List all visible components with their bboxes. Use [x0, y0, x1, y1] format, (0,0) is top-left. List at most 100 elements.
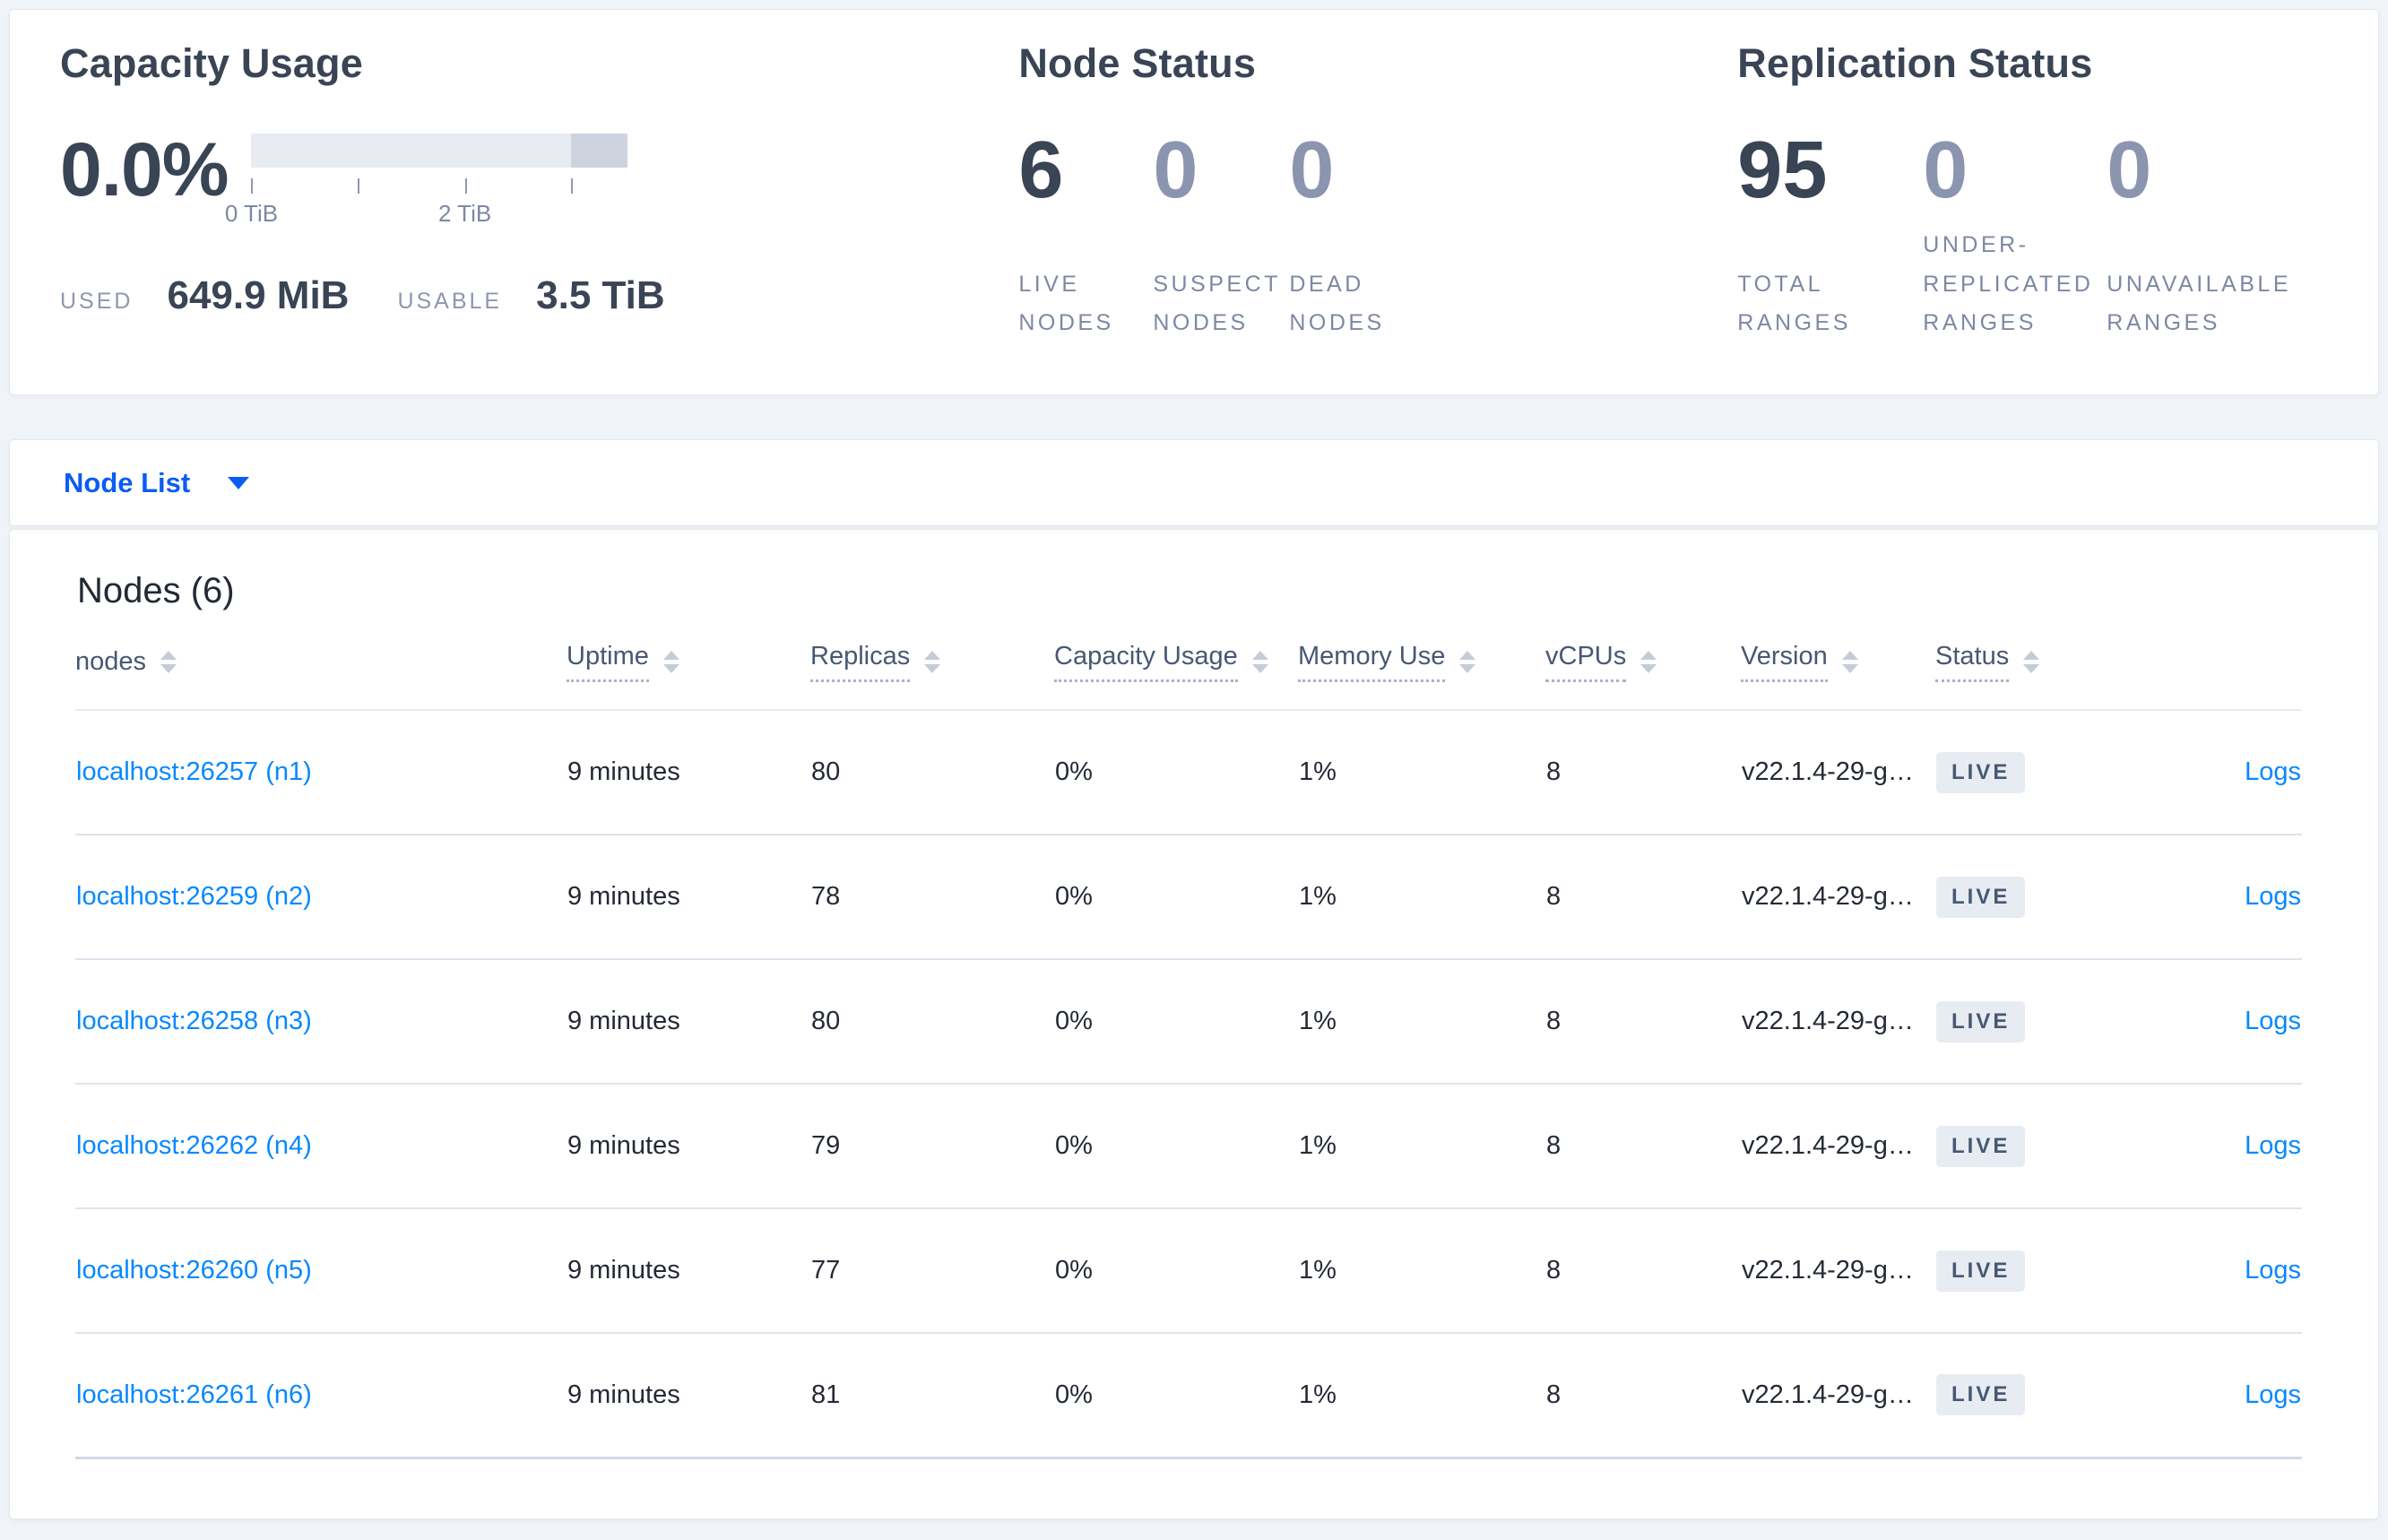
nodes-panel: Nodes (6) nodes Uptime Replicas Capacity…	[9, 529, 2379, 1519]
vcpus-cell: 8	[1545, 1333, 1741, 1459]
column-header-status[interactable]: Status	[1935, 642, 2040, 682]
suspect-nodes-label: SUSPECT NODES	[1153, 271, 1281, 336]
column-header-nodes[interactable]: nodes	[75, 647, 177, 677]
node-link[interactable]: localhost:26257 (n1)	[76, 757, 312, 786]
used-value: 649.9 MiB	[167, 273, 350, 317]
node-link[interactable]: localhost:26262 (n4)	[76, 1131, 312, 1160]
status-badge: LIVE	[1936, 751, 2026, 793]
version-cell: v22.1.4-29-g…	[1741, 1333, 1935, 1459]
capacity-usage-cell: 0%	[1054, 1208, 1298, 1334]
replicas-cell: 79	[810, 1084, 1054, 1209]
sort-icon[interactable]	[2023, 651, 2040, 673]
unavailable-ranges-label: UNAVAILABLE RANGES	[2107, 271, 2291, 336]
vcpus-cell: 8	[1545, 1208, 1741, 1334]
axis-tick-label: 0 TiB	[224, 200, 279, 227]
column-header-replicas[interactable]: Replicas	[810, 642, 941, 682]
sort-icon[interactable]	[1640, 651, 1657, 673]
axis-tick	[464, 178, 467, 194]
capacity-bar-track	[251, 134, 628, 168]
node-link[interactable]: localhost:26260 (n5)	[76, 1256, 312, 1285]
logs-link[interactable]: Logs	[2245, 1256, 2301, 1285]
node-list-dropdown-label: Node List	[64, 466, 191, 498]
capacity-bar-dark-segment	[571, 134, 628, 168]
replicas-cell: 80	[810, 710, 1054, 835]
status-badge: LIVE	[1936, 1000, 2026, 1043]
status-badge: LIVE	[1936, 1125, 2026, 1167]
unavailable-ranges-value: 0	[2107, 125, 2152, 215]
replicas-cell: 81	[810, 1333, 1054, 1459]
suspect-nodes-stat: 0 SUSPECT NODES	[1153, 130, 1289, 343]
under-replicated-ranges-label: UNDER-REPLICATED RANGES	[1923, 231, 2094, 336]
capacity-usage-cell: 0%	[1054, 835, 1298, 960]
logs-link[interactable]: Logs	[2245, 1380, 2301, 1409]
table-row: localhost:26257 (n1) 9 minutes 80 0% 1% …	[75, 710, 2302, 835]
total-ranges-stat: 95 TOTAL RANGES	[1737, 130, 1923, 343]
nodes-panel-title: Nodes (6)	[77, 571, 235, 610]
usable-label: USABLE	[397, 289, 503, 314]
version-cell: v22.1.4-29-g…	[1741, 710, 1935, 835]
uptime-cell: 9 minutes	[567, 710, 810, 835]
unavailable-ranges-stat: 0 UNAVAILABLE RANGES	[2107, 130, 2290, 343]
node-status-section: Node Status 6 LIVE NODES 0 SUSPECT NODES…	[1018, 40, 1737, 394]
logs-link[interactable]: Logs	[2245, 757, 2301, 786]
version-cell: v22.1.4-29-g…	[1741, 835, 1935, 960]
memory-use-cell: 1%	[1298, 1333, 1545, 1459]
vcpus-cell: 8	[1545, 1084, 1741, 1209]
sort-icon[interactable]	[1251, 651, 1268, 673]
under-replicated-ranges-value: 0	[1923, 125, 1968, 215]
replication-status-section: Replication Status 95 TOTAL RANGES 0 UND…	[1737, 40, 2342, 394]
column-header-uptime[interactable]: Uptime	[567, 642, 679, 682]
column-header-version[interactable]: Version	[1741, 642, 1858, 682]
table-row: localhost:26259 (n2) 9 minutes 78 0% 1% …	[75, 835, 2302, 960]
table-row: localhost:26258 (n3) 9 minutes 80 0% 1% …	[75, 959, 2302, 1085]
capacity-usage-cell: 0%	[1054, 1084, 1298, 1209]
capacity-usage-cell: 0%	[1054, 1333, 1298, 1459]
node-list-dropdown[interactable]: Node List	[64, 466, 250, 499]
column-header-capacity-usage[interactable]: Capacity Usage	[1054, 642, 1268, 682]
version-cell: v22.1.4-29-g…	[1741, 959, 1935, 1085]
memory-use-cell: 1%	[1298, 1208, 1545, 1334]
uptime-cell: 9 minutes	[567, 1208, 810, 1334]
dead-nodes-value: 0	[1289, 125, 1335, 215]
uptime-cell: 9 minutes	[567, 959, 810, 1085]
total-ranges-value: 95	[1737, 125, 1828, 215]
dead-nodes-stat: 0 DEAD NODES	[1289, 130, 1404, 343]
capacity-bar-axis: 0 TiB 2 TiB	[225, 168, 627, 227]
axis-tick	[251, 178, 254, 194]
capacity-usage-cell: 0%	[1054, 959, 1298, 1085]
status-badge: LIVE	[1936, 1374, 2026, 1416]
column-header-vcpus[interactable]: vCPUs	[1545, 642, 1657, 682]
node-link[interactable]: localhost:26261 (n6)	[76, 1380, 312, 1409]
sort-icon[interactable]	[662, 651, 679, 673]
dead-nodes-label: DEAD NODES	[1289, 271, 1385, 336]
uptime-cell: 9 minutes	[567, 1333, 810, 1459]
capacity-usage-title: Capacity Usage	[60, 40, 363, 86]
cluster-summary-panel: Capacity Usage 0.0% 0 TiB 2 TiB USED 649…	[9, 9, 2379, 395]
column-header-memory-use[interactable]: Memory Use	[1298, 642, 1476, 682]
axis-tick	[358, 178, 360, 194]
suspect-nodes-value: 0	[1153, 125, 1198, 215]
usable-value: 3.5 TiB	[536, 273, 665, 317]
nodes-table: nodes Uptime Replicas Capacity Usage Mem…	[75, 619, 2302, 1459]
sort-icon[interactable]	[1841, 651, 1858, 673]
capacity-usage-section: Capacity Usage 0.0% 0 TiB 2 TiB USED 649…	[60, 40, 1018, 394]
capacity-used-percent: 0.0%	[60, 127, 229, 212]
axis-tick-label: 2 TiB	[437, 200, 492, 227]
replicas-cell: 78	[810, 835, 1054, 960]
version-cell: v22.1.4-29-g…	[1741, 1208, 1935, 1334]
sort-icon[interactable]	[1459, 651, 1476, 673]
node-link[interactable]: localhost:26258 (n3)	[76, 1007, 312, 1035]
capacity-usage-bar: 0 TiB 2 TiB	[225, 134, 628, 227]
node-link[interactable]: localhost:26259 (n2)	[76, 882, 312, 911]
logs-link[interactable]: Logs	[2245, 882, 2301, 911]
table-row: localhost:26260 (n5) 9 minutes 77 0% 1% …	[75, 1208, 2302, 1334]
version-cell: v22.1.4-29-g…	[1741, 1084, 1935, 1209]
under-replicated-ranges-stat: 0 UNDER-REPLICATED RANGES	[1923, 130, 2107, 343]
view-selector-bar: Node List	[9, 439, 2379, 526]
sort-icon[interactable]	[924, 651, 941, 673]
uptime-cell: 9 minutes	[567, 835, 810, 960]
replicas-cell: 77	[810, 1208, 1054, 1334]
logs-link[interactable]: Logs	[2245, 1007, 2301, 1035]
sort-icon[interactable]	[160, 651, 177, 673]
logs-link[interactable]: Logs	[2245, 1131, 2301, 1160]
